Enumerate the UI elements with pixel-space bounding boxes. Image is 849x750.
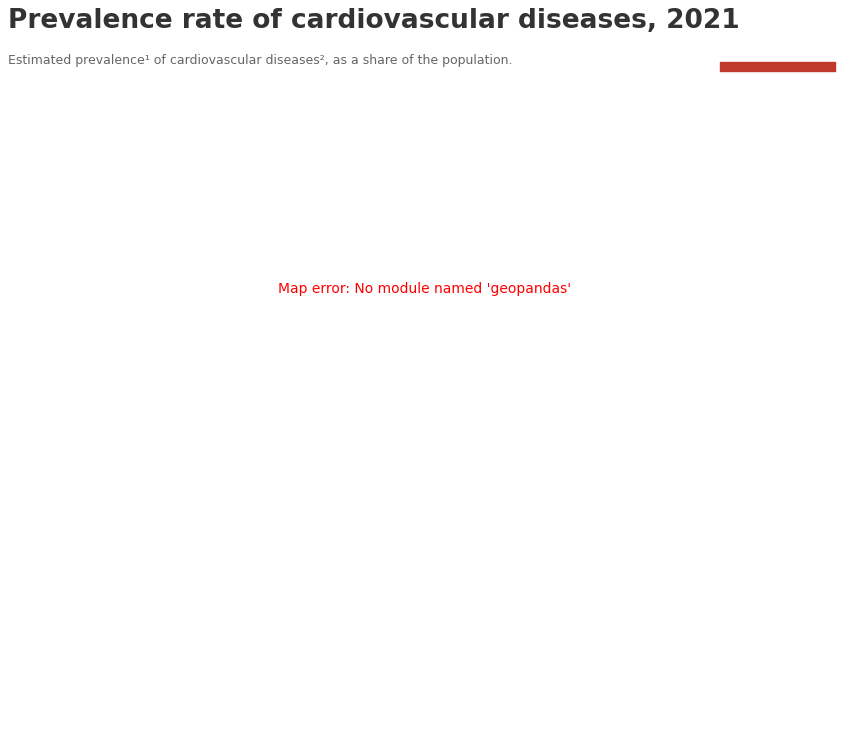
Text: Our World: Our World	[744, 20, 811, 34]
Text: in Data: in Data	[753, 39, 801, 52]
Text: Map error: No module named 'geopandas': Map error: No module named 'geopandas'	[278, 282, 571, 296]
Bar	[720, 62, 835, 71]
Text: Prevalence rate of cardiovascular diseases, 2021: Prevalence rate of cardiovascular diseas…	[8, 8, 740, 34]
Text: Estimated prevalence¹ of cardiovascular diseases², as a share of the population.: Estimated prevalence¹ of cardiovascular …	[8, 54, 513, 68]
